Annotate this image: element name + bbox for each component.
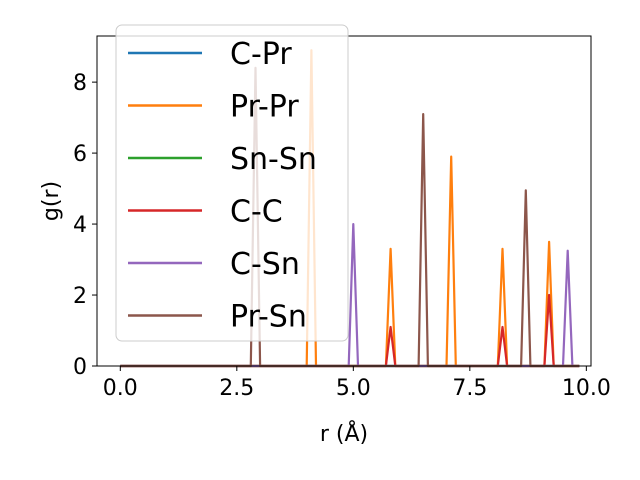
y-axis-label: g(r) [39, 181, 64, 221]
x-axis: 0.0 2.5 5.0 7.5 10.0 [103, 366, 611, 401]
legend-entry: C-C [128, 195, 283, 230]
y-tick-label: 6 [73, 142, 87, 167]
legend-entry: Pr-Pr [128, 90, 299, 125]
x-tick-label: 0.0 [103, 376, 138, 401]
legend-label: Pr-Sn [230, 300, 307, 335]
legend-label: C-Sn [230, 247, 300, 282]
legend-entry: C-Sn [128, 247, 300, 282]
x-tick-label: 10.0 [562, 376, 611, 401]
legend-label: C-C [230, 195, 283, 230]
legend-box [115, 24, 349, 342]
legend-label: Sn-Sn [230, 142, 317, 177]
series-line-c-c [120, 293, 580, 368]
legend-entry: Sn-Sn [128, 142, 317, 177]
x-tick-label: 2.5 [219, 376, 254, 401]
x-axis-label: r (Å) [320, 420, 368, 447]
y-tick-label: 2 [73, 284, 87, 309]
y-tick-label: 0 [73, 355, 87, 380]
y-axis: 0 2 4 6 8 [73, 71, 97, 380]
legend-label: Pr-Pr [230, 90, 299, 125]
legend-label: C-Pr [230, 37, 292, 72]
x-tick-label: 7.5 [452, 376, 487, 401]
y-tick-label: 8 [73, 71, 87, 96]
legend-entry: Pr-Sn [128, 300, 307, 335]
legend-entry: C-Pr [128, 37, 292, 72]
y-tick-label: 4 [73, 213, 87, 238]
legend: C-Pr Pr-Pr Sn-Sn C-C C-Sn Pr-Sn [115, 24, 349, 342]
x-tick-label: 5.0 [336, 376, 371, 401]
